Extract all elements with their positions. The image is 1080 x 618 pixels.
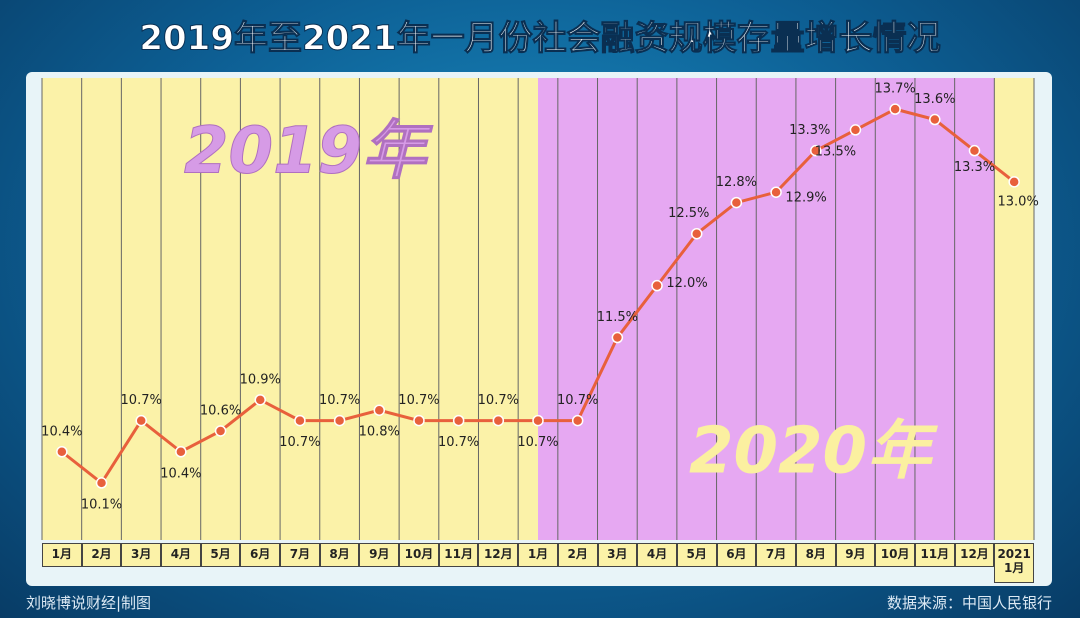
period-bg <box>538 78 995 540</box>
x-tick-label: 2月 <box>81 543 122 567</box>
data-label: 10.4% <box>41 424 82 439</box>
x-tick-label: 9月 <box>359 543 400 567</box>
x-tick-label: 6月 <box>716 543 757 567</box>
data-label: 10.1% <box>81 497 122 512</box>
x-tick-label: 2月 <box>557 543 598 567</box>
data-point <box>452 414 465 427</box>
data-point <box>849 124 862 136</box>
x-tick-label: 12月 <box>478 543 519 567</box>
x-tick-label: 3月 <box>121 543 162 567</box>
x-tick-label: 6月 <box>240 543 281 567</box>
data-label: 10.7% <box>279 435 320 450</box>
x-tick-label: 1月 <box>42 543 82 567</box>
data-label: 13.3% <box>789 123 830 138</box>
x-tick-label: 8月 <box>795 543 836 567</box>
data-point <box>56 446 68 458</box>
data-point <box>810 144 822 157</box>
data-point <box>889 103 901 115</box>
x-tick-label: 4月 <box>637 543 677 567</box>
x-tick-label: 2021 1月 <box>994 543 1034 583</box>
x-tick-label: 3月 <box>597 543 638 567</box>
x-tick-label: 5月 <box>200 543 241 567</box>
data-label: 13.0% <box>998 194 1039 209</box>
data-point <box>135 414 147 427</box>
data-label: 10.7% <box>478 393 519 408</box>
data-label: 13.3% <box>954 160 995 175</box>
data-point <box>611 331 624 344</box>
data-label: 10.6% <box>200 403 241 418</box>
x-tick-label: 10月 <box>875 543 915 567</box>
data-label: 10.7% <box>319 393 360 408</box>
data-point <box>175 446 187 458</box>
data-label: 13.5% <box>815 144 856 159</box>
x-tick-label: 7月 <box>756 543 796 567</box>
data-label: 12.9% <box>785 191 826 206</box>
data-label: 10.7% <box>398 393 439 408</box>
data-point <box>254 394 266 406</box>
data-label: 10.7% <box>121 393 162 408</box>
x-tick-label: 11月 <box>914 543 955 567</box>
data-point <box>413 414 425 427</box>
x-tick-label: 1月 <box>518 543 558 567</box>
data-label: 10.9% <box>240 372 281 387</box>
data-label: 13.6% <box>914 92 955 107</box>
x-tick-label: 9月 <box>835 543 876 567</box>
data-label: 13.7% <box>874 82 915 97</box>
data-point <box>333 414 346 427</box>
data-point <box>492 414 505 427</box>
data-point <box>532 414 544 427</box>
data-point <box>929 113 941 126</box>
data-point <box>373 404 386 416</box>
data-point <box>571 414 584 427</box>
x-tick-label: 11月 <box>438 543 479 567</box>
data-point <box>1008 176 1020 188</box>
data-label: 10.7% <box>438 435 479 450</box>
data-label: 10.8% <box>359 425 400 440</box>
data-point <box>214 425 227 437</box>
data-point <box>770 186 782 198</box>
x-tick-label: 12月 <box>954 543 995 567</box>
data-label: 12.0% <box>666 276 707 291</box>
source: 数据来源：中国人民银行 <box>886 594 1052 612</box>
credit: 刘晓博说财经|制图 <box>26 594 152 612</box>
data-point <box>968 144 981 157</box>
chart-title: 2019年至2021年一月份社会融资规模存量增长情况 <box>139 19 940 59</box>
period-label: 2020年 <box>689 415 938 489</box>
x-tick-label: 8月 <box>319 543 360 567</box>
x-tick-label: 7月 <box>280 543 320 567</box>
data-label: 12.5% <box>668 206 709 221</box>
data-label: 12.8% <box>716 175 757 190</box>
data-point <box>730 196 743 209</box>
x-tick-label: 5月 <box>676 543 717 567</box>
data-label: 11.5% <box>597 310 638 325</box>
data-point <box>690 227 703 240</box>
x-tick-label: 10月 <box>399 543 439 567</box>
data-point <box>294 414 306 427</box>
data-label: 10.7% <box>517 435 558 450</box>
x-tick-label: 4月 <box>161 543 201 567</box>
data-point <box>651 279 663 292</box>
data-label: 10.7% <box>557 393 598 408</box>
data-label: 10.4% <box>160 466 201 481</box>
period-label: 2019年 <box>184 115 433 189</box>
data-point <box>95 477 108 489</box>
